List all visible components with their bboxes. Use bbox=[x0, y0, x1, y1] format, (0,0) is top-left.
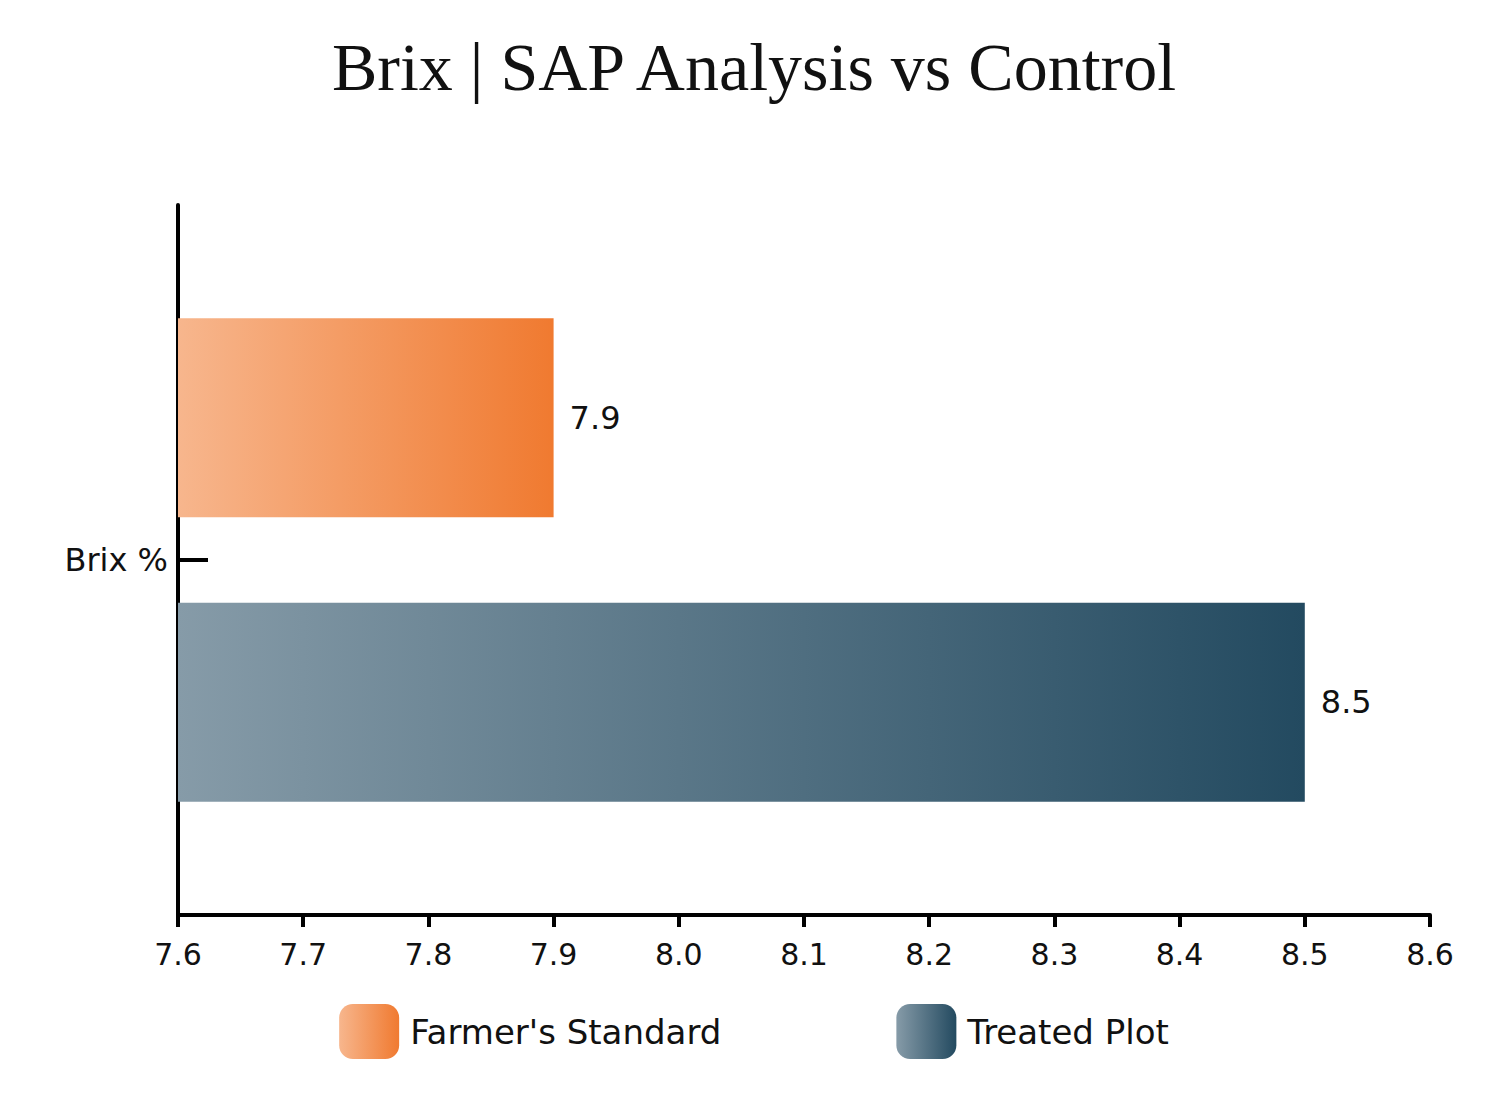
svg-text:8.6: 8.6 bbox=[1406, 937, 1454, 972]
svg-text:8.2: 8.2 bbox=[905, 937, 953, 972]
svg-text:7.6: 7.6 bbox=[154, 937, 202, 972]
svg-text:7.8: 7.8 bbox=[405, 937, 453, 972]
svg-text:8.1: 8.1 bbox=[780, 937, 828, 972]
svg-text:7.9: 7.9 bbox=[530, 937, 578, 972]
svg-text:Treated Plot: Treated Plot bbox=[966, 1012, 1168, 1052]
svg-text:Brix %: Brix % bbox=[64, 541, 168, 579]
svg-text:8.5: 8.5 bbox=[1281, 937, 1329, 972]
svg-text:Brix | SAP Analysis vs Control: Brix | SAP Analysis vs Control bbox=[332, 29, 1176, 105]
svg-text:8.5: 8.5 bbox=[1321, 683, 1372, 721]
svg-text:Farmer's Standard: Farmer's Standard bbox=[410, 1012, 721, 1052]
svg-text:8.4: 8.4 bbox=[1156, 937, 1204, 972]
svg-text:8.0: 8.0 bbox=[655, 937, 703, 972]
svg-text:7.9: 7.9 bbox=[570, 399, 621, 437]
svg-text:8.3: 8.3 bbox=[1031, 937, 1079, 972]
svg-text:7.7: 7.7 bbox=[279, 937, 327, 972]
